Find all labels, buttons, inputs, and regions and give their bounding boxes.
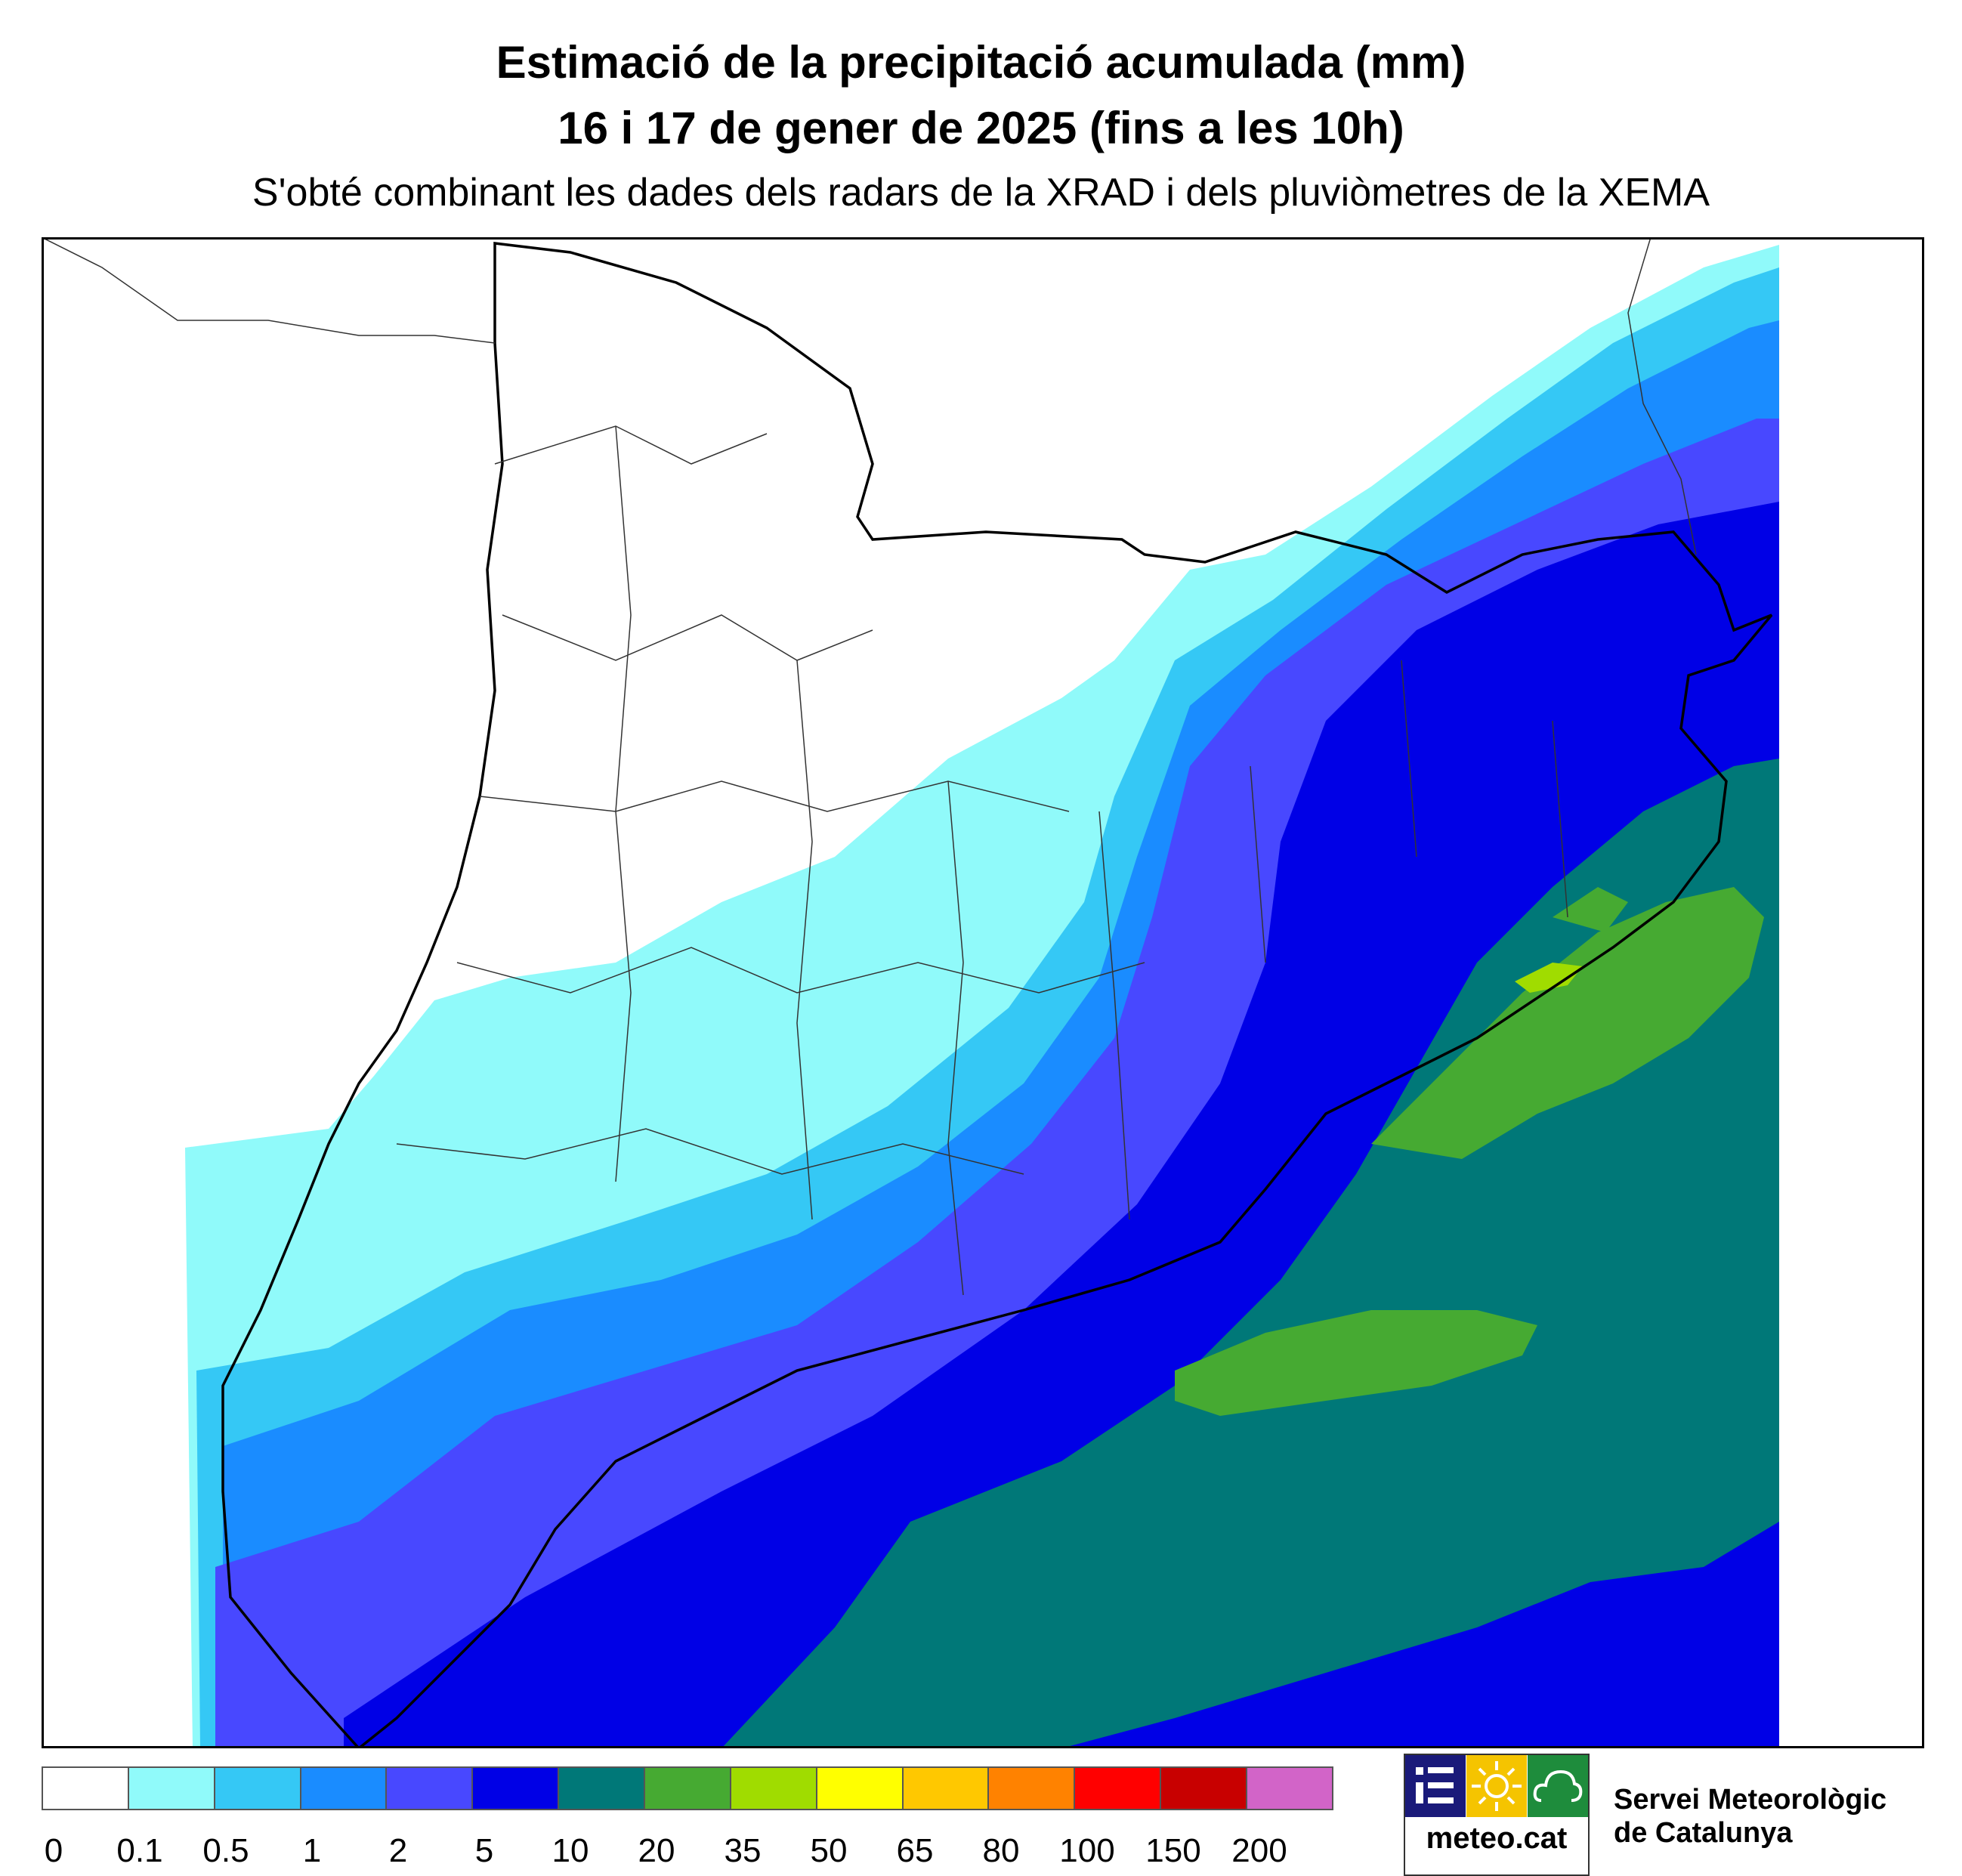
legend-tick-label: 0.1 [116, 1832, 163, 1869]
legend-tick-label: 0 [44, 1832, 63, 1869]
france-border [42, 237, 1697, 555]
map-borders [42, 237, 1773, 1748]
legend-swatch [645, 1768, 731, 1809]
map-title: Estimació de la precipitació acumulada (… [496, 37, 1466, 88]
organization-line2: de Catalunya [1614, 1817, 1793, 1849]
organization-name: Servei Meteorològic de Catalunya [1614, 1783, 1886, 1850]
legend-tick-label: 20 [638, 1832, 675, 1869]
legend-tick-label: 2 [388, 1832, 408, 1869]
legend-swatch [1161, 1768, 1248, 1809]
legend-swatch [989, 1768, 1076, 1809]
organization-line1: Servei Meteorològic [1614, 1784, 1887, 1816]
legend-tick-label: 35 [724, 1832, 762, 1869]
comarca-lines [396, 425, 1568, 1296]
legend-tick-label: 80 [982, 1832, 1020, 1869]
legend-tick-label: 1 [302, 1832, 322, 1869]
sun-icon [1466, 1755, 1527, 1817]
legend-swatch [559, 1768, 646, 1809]
meteocat-logo: meteo.cat [1404, 1754, 1590, 1876]
cloud-icon [1528, 1755, 1588, 1817]
catalonia-border [221, 242, 1773, 1748]
legend-tick-label: 10 [552, 1832, 589, 1869]
legend-swatch [215, 1768, 301, 1809]
legend-swatch [473, 1768, 560, 1809]
map-date: 16 i 17 de gener de 2025 (fins a les 10h… [558, 103, 1404, 153]
legend-tick-label: 150 [1145, 1832, 1201, 1869]
legend-swatch [43, 1768, 129, 1809]
logo-text: meteo.cat [1426, 1822, 1568, 1855]
legend-tick-label: 200 [1231, 1832, 1287, 1869]
stripes-icon [1405, 1755, 1466, 1817]
legend-tick-label: 65 [896, 1832, 934, 1869]
legend-tick-label: 0.5 [202, 1832, 249, 1869]
legend-swatch [387, 1768, 474, 1809]
band-20 [1371, 887, 1764, 1159]
legend-swatch [817, 1768, 904, 1809]
map-subtitle: S'obté combinant les dades dels radars d… [252, 171, 1710, 215]
legend-swatch [1075, 1768, 1162, 1809]
band-20-b [1175, 1310, 1537, 1416]
precipitation-field [185, 245, 1779, 1748]
precipitation-map [42, 237, 1924, 1748]
legend-swatch [1247, 1768, 1332, 1809]
legend-swatch [301, 1768, 388, 1809]
band-35 [1515, 963, 1583, 993]
band-20-c [1553, 887, 1628, 932]
legend-tick-label: 50 [810, 1832, 848, 1869]
legend-tick-label: 100 [1059, 1832, 1115, 1869]
legend-tick-label: 5 [474, 1832, 494, 1869]
legend-swatch [731, 1768, 817, 1809]
legend-swatch [128, 1768, 215, 1809]
legend-swatch [903, 1768, 990, 1809]
legend-colorbar [42, 1766, 1333, 1810]
